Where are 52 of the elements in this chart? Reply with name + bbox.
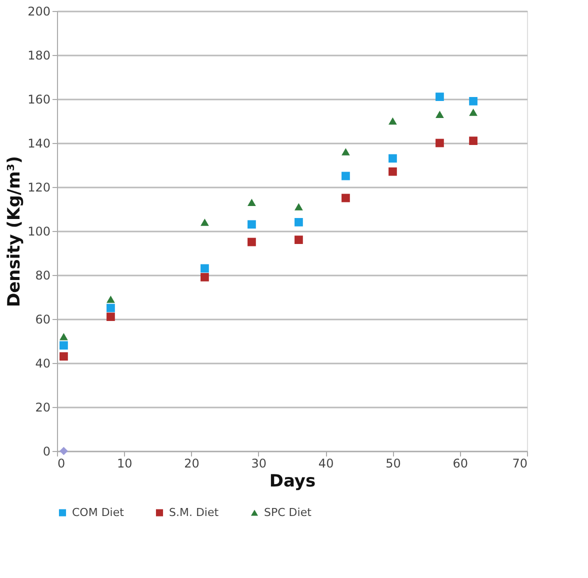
x-tick-label: 30 — [251, 456, 267, 470]
x-tick-label: 50 — [386, 456, 401, 470]
point — [342, 148, 350, 156]
point — [342, 194, 350, 202]
point — [60, 332, 68, 340]
y-axis-title: Density (Kg/m³) — [4, 156, 25, 308]
point — [248, 198, 256, 206]
x-tick-label: 70 — [512, 456, 528, 470]
point — [60, 352, 68, 361]
point — [469, 108, 478, 116]
point — [294, 203, 303, 210]
legend-label: SPC Diet — [264, 506, 312, 519]
y-tick-label: 120 — [28, 180, 50, 194]
point — [200, 218, 209, 226]
point — [294, 236, 303, 244]
point — [469, 97, 478, 106]
point — [388, 167, 397, 176]
point — [106, 312, 115, 321]
x-tick-label: 10 — [117, 456, 132, 470]
point — [106, 296, 115, 303]
y-tick-label: 40 — [35, 356, 50, 370]
point — [294, 218, 303, 226]
y-tick-label: 140 — [28, 136, 50, 150]
point — [60, 341, 68, 350]
point — [436, 110, 444, 118]
point — [60, 446, 68, 456]
y-tick-label: 80 — [35, 268, 50, 282]
point — [469, 136, 478, 145]
point — [106, 304, 115, 312]
point — [436, 138, 444, 148]
point — [388, 154, 397, 163]
point — [200, 273, 209, 282]
x-tick-label: 40 — [318, 456, 334, 470]
y-tick-label: 20 — [35, 400, 50, 414]
y-tick-label: 160 — [28, 92, 50, 106]
y-tick-label: 100 — [28, 224, 50, 238]
x-tick-label: 20 — [184, 456, 200, 470]
x-tick-label: 60 — [452, 456, 468, 470]
x-tick-label: 0 — [58, 456, 66, 470]
legend-label: COM Diet — [72, 506, 125, 519]
x-axis-title: Days — [269, 472, 316, 492]
y-tick-label: 180 — [28, 48, 50, 62]
point — [248, 220, 256, 229]
y-tick-label: 200 — [28, 4, 50, 18]
point — [248, 238, 256, 246]
y-tick-label: 0 — [42, 444, 50, 458]
y-tick-label: 60 — [35, 312, 50, 326]
point — [342, 172, 350, 180]
point — [436, 92, 444, 101]
legend-label: S.M. Diet — [169, 506, 220, 519]
point — [388, 117, 397, 125]
point — [200, 264, 209, 273]
